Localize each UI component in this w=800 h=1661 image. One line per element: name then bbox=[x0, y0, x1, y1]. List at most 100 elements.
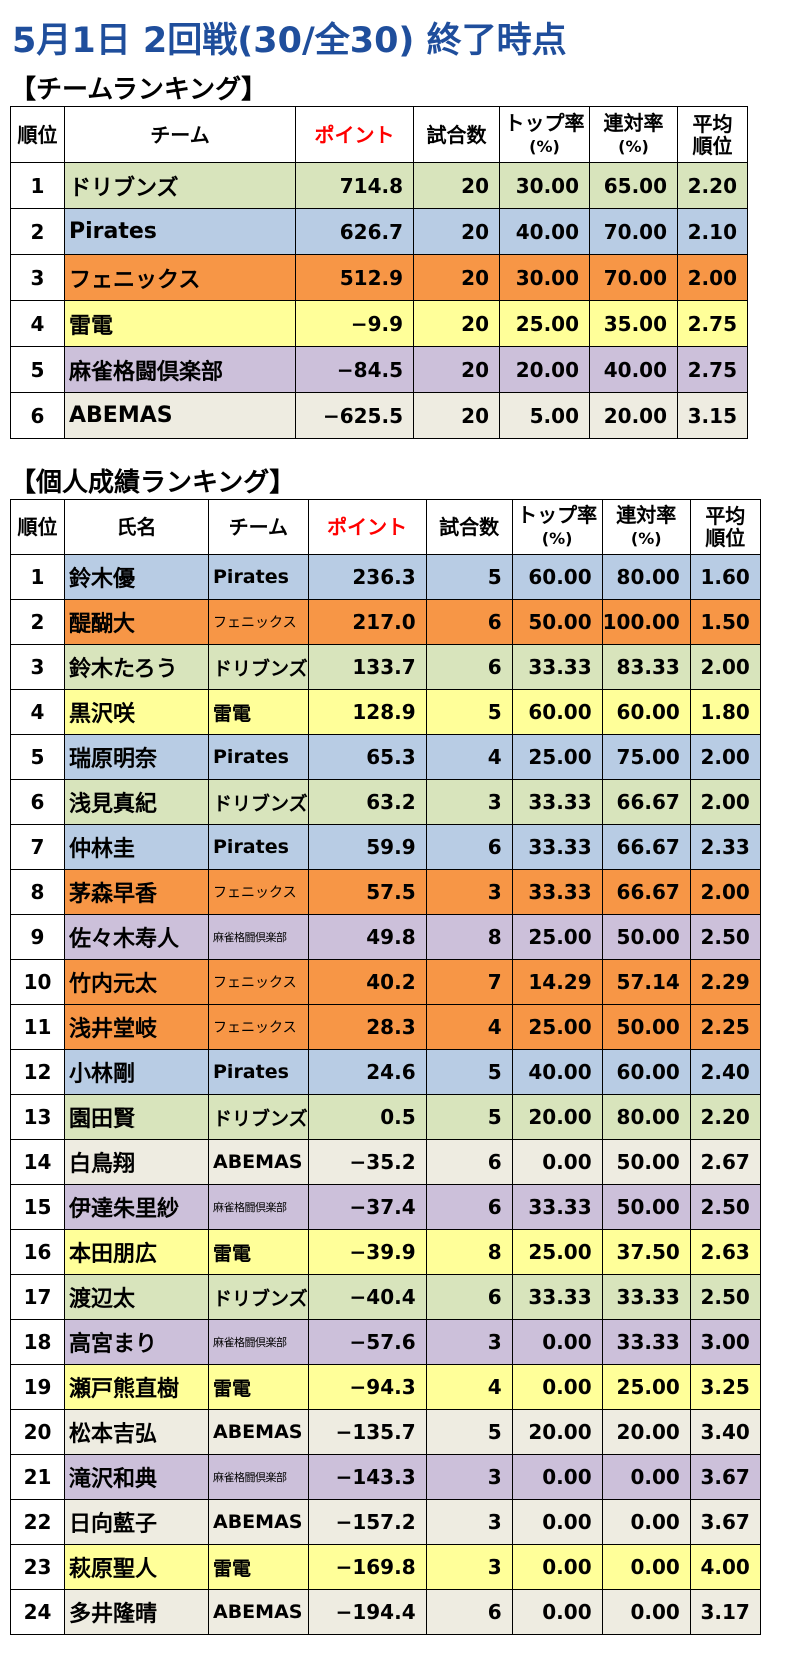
header-points: ポイント bbox=[295, 106, 414, 163]
player-name-cell: 日向藍子 bbox=[64, 1499, 209, 1545]
games-cell: 3 bbox=[425, 1454, 513, 1500]
rentai-rate-cell: 50.00 bbox=[601, 1184, 691, 1230]
header-team: チーム bbox=[208, 499, 309, 555]
header-top-rate-line2: (%) bbox=[541, 529, 573, 548]
player-row: 4 黒沢咲 雷電 128.9 5 60.00 60.00 1.80 bbox=[10, 689, 761, 735]
player-row: 20 松本吉弘 ABEMAS −135.7 5 20.00 20.00 3.40 bbox=[10, 1409, 761, 1455]
player-table-header-row: 順位 氏名 チーム ポイント 試合数 トップ率 (%) 連対率 (%) 平均 順位 bbox=[10, 499, 761, 555]
player-row: 19 瀬戸熊直樹 雷電 −94.3 4 0.00 25.00 3.25 bbox=[10, 1364, 761, 1410]
points-cell: 63.2 bbox=[307, 779, 427, 825]
player-team-cell: フェニックス bbox=[208, 599, 309, 645]
rank-cell: 3 bbox=[10, 644, 65, 690]
header-rentai-line1: 連対率 bbox=[603, 110, 664, 135]
points-cell: 714.8 bbox=[295, 162, 414, 209]
top-rate-cell: 25.00 bbox=[511, 734, 603, 780]
games-cell: 8 bbox=[425, 914, 513, 960]
points-cell: −84.5 bbox=[295, 346, 414, 393]
avg-rank-cell: 2.00 bbox=[677, 254, 748, 301]
player-row: 18 高宮まり 麻雀格闘倶楽部 −57.6 3 0.00 33.33 3.00 bbox=[10, 1319, 761, 1365]
player-row: 7 仲林圭 Pirates 59.9 6 33.33 66.67 2.33 bbox=[10, 824, 761, 870]
player-name-cell: 萩原聖人 bbox=[64, 1544, 209, 1590]
points-cell: 40.2 bbox=[307, 959, 427, 1005]
points-cell: −37.4 bbox=[307, 1184, 427, 1230]
rentai-rate-cell: 70.00 bbox=[589, 208, 678, 255]
player-team-cell: 麻雀格闘倶楽部 bbox=[208, 1454, 309, 1500]
points-cell: −143.3 bbox=[307, 1454, 427, 1500]
games-cell: 3 bbox=[425, 1544, 513, 1590]
player-row: 1 鈴木優 Pirates 236.3 5 60.00 80.00 1.60 bbox=[10, 554, 761, 600]
avg-rank-cell: 2.10 bbox=[677, 208, 748, 255]
top-rate-cell: 50.00 bbox=[511, 599, 603, 645]
player-ranking-table: 順位 氏名 チーム ポイント 試合数 トップ率 (%) 連対率 (%) 平均 順位 1… bbox=[10, 499, 761, 1635]
rank-cell: 10 bbox=[10, 959, 65, 1005]
rentai-rate-cell: 60.00 bbox=[601, 1049, 691, 1095]
header-rentai-line2: (%) bbox=[618, 136, 649, 156]
player-team-cell: ABEMAS bbox=[208, 1409, 309, 1455]
points-cell: 57.5 bbox=[307, 869, 427, 915]
rentai-rate-cell: 60.00 bbox=[601, 689, 691, 735]
points-cell: −57.6 bbox=[307, 1319, 427, 1365]
player-name-cell: 白鳥翔 bbox=[64, 1139, 209, 1185]
header-rentai-line2: (%) bbox=[630, 529, 662, 548]
games-cell: 5 bbox=[425, 554, 513, 600]
avg-rank-cell: 3.67 bbox=[689, 1454, 761, 1500]
player-row: 10 竹内元太 フェニックス 40.2 7 14.29 57.14 2.29 bbox=[10, 959, 761, 1005]
rentai-rate-cell: 57.14 bbox=[601, 959, 691, 1005]
avg-rank-cell: 3.15 bbox=[677, 392, 748, 439]
rank-cell: 6 bbox=[10, 392, 65, 439]
avg-rank-cell: 1.80 bbox=[689, 689, 761, 735]
rentai-rate-cell: 83.33 bbox=[601, 644, 691, 690]
top-rate-cell: 0.00 bbox=[511, 1589, 603, 1635]
player-team-cell: Pirates bbox=[208, 554, 309, 600]
games-cell: 20 bbox=[413, 254, 500, 301]
player-name-cell: 竹内元太 bbox=[64, 959, 209, 1005]
avg-rank-cell: 2.29 bbox=[689, 959, 761, 1005]
player-name-cell: 多井隆晴 bbox=[64, 1589, 209, 1635]
player-name-cell: 滝沢和典 bbox=[64, 1454, 209, 1500]
avg-rank-cell: 3.67 bbox=[689, 1499, 761, 1545]
top-rate-cell: 14.29 bbox=[511, 959, 603, 1005]
top-rate-cell: 20.00 bbox=[511, 1094, 603, 1140]
player-team-cell: 麻雀格闘倶楽部 bbox=[208, 914, 309, 960]
player-team-cell: フェニックス bbox=[208, 959, 309, 1005]
player-name-cell: 黒沢咲 bbox=[64, 689, 209, 735]
games-cell: 6 bbox=[425, 824, 513, 870]
avg-rank-cell: 3.17 bbox=[689, 1589, 761, 1635]
rentai-rate-cell: 0.00 bbox=[601, 1589, 691, 1635]
points-cell: 512.9 bbox=[295, 254, 414, 301]
rentai-rate-cell: 50.00 bbox=[601, 914, 691, 960]
games-cell: 6 bbox=[425, 1274, 513, 1320]
rank-cell: 3 bbox=[10, 254, 65, 301]
avg-rank-cell: 2.33 bbox=[689, 824, 761, 870]
rank-cell: 8 bbox=[10, 869, 65, 915]
player-team-cell: ABEMAS bbox=[208, 1499, 309, 1545]
player-team-cell: 雷電 bbox=[208, 1229, 309, 1275]
top-rate-cell: 25.00 bbox=[511, 1004, 603, 1050]
top-rate-cell: 40.00 bbox=[511, 1049, 603, 1095]
team-ranking-title: 【チームランキング】 bbox=[10, 75, 268, 105]
rentai-rate-cell: 100.00 bbox=[601, 599, 691, 645]
points-cell: −135.7 bbox=[307, 1409, 427, 1455]
rentai-rate-cell: 33.33 bbox=[601, 1319, 691, 1365]
games-cell: 4 bbox=[425, 734, 513, 780]
rank-cell: 17 bbox=[10, 1274, 65, 1320]
rank-cell: 16 bbox=[10, 1229, 65, 1275]
top-rate-cell: 0.00 bbox=[511, 1499, 603, 1545]
points-cell: 0.5 bbox=[307, 1094, 427, 1140]
player-team-cell: フェニックス bbox=[208, 1004, 309, 1050]
games-cell: 20 bbox=[413, 208, 500, 255]
player-row: 17 渡辺太 ドリブンズ −40.4 6 33.33 33.33 2.50 bbox=[10, 1274, 761, 1320]
player-team-cell: ABEMAS bbox=[208, 1139, 309, 1185]
player-name-cell: 松本吉弘 bbox=[64, 1409, 209, 1455]
player-row: 15 伊達朱里紗 麻雀格闘倶楽部 −37.4 6 33.33 50.00 2.50 bbox=[10, 1184, 761, 1230]
games-cell: 6 bbox=[425, 1589, 513, 1635]
avg-rank-cell: 2.20 bbox=[677, 162, 748, 209]
header-rentai-line1: 連対率 bbox=[616, 503, 677, 527]
header-rentai-rate: 連対率 (%) bbox=[601, 499, 691, 555]
points-cell: 24.6 bbox=[307, 1049, 427, 1095]
avg-rank-cell: 2.67 bbox=[689, 1139, 761, 1185]
avg-rank-cell: 3.00 bbox=[689, 1319, 761, 1365]
games-cell: 6 bbox=[425, 644, 513, 690]
top-rate-cell: 33.33 bbox=[511, 869, 603, 915]
team-name-cell: 麻雀格闘倶楽部 bbox=[64, 346, 296, 393]
